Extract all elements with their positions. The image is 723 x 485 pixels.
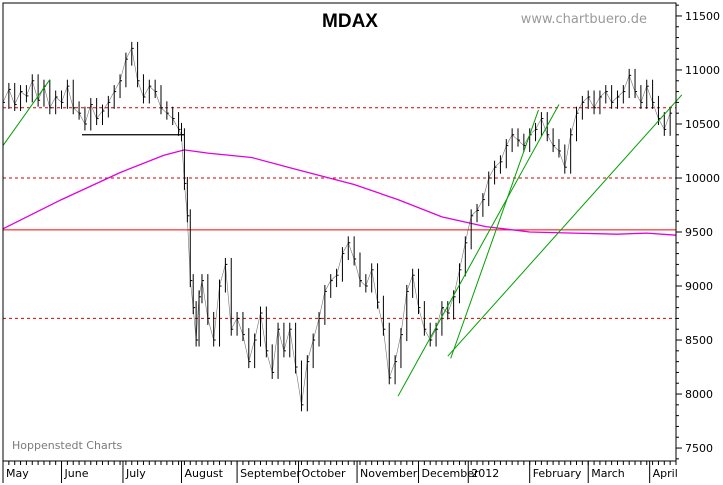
y-tick-label: 8500 bbox=[685, 334, 713, 347]
x-tick-label: May bbox=[6, 467, 29, 480]
y-tick-label: 8000 bbox=[685, 388, 713, 401]
x-tick-label: 2012 bbox=[471, 467, 499, 480]
y-tick-label: 7500 bbox=[685, 442, 713, 455]
y-tick-label: 10000 bbox=[685, 172, 720, 185]
x-tick-label: February bbox=[533, 467, 582, 480]
price-layer bbox=[2, 41, 673, 412]
trend-line-2 bbox=[450, 109, 539, 359]
plot-frame bbox=[2, 2, 677, 462]
x-tick-label: June bbox=[64, 467, 89, 480]
x-tick-label: November bbox=[360, 467, 418, 480]
moving-average-layer bbox=[2, 149, 677, 236]
x-tick-label: September bbox=[240, 467, 301, 480]
price-line bbox=[2, 47, 671, 405]
y-tick-label: 10500 bbox=[685, 118, 720, 131]
x-tick-label: April bbox=[653, 467, 678, 480]
chart-title: MDAX bbox=[322, 11, 378, 32]
source-label: Hoppenstedt Charts bbox=[12, 439, 123, 452]
y-tick-label: 9000 bbox=[685, 280, 713, 293]
x-tick-label: July bbox=[125, 467, 146, 480]
trend-line-1 bbox=[397, 104, 560, 397]
x-tick-label: December bbox=[422, 467, 480, 480]
horizontal-levels bbox=[3, 107, 676, 319]
watermark: www.chartbuero.de bbox=[521, 12, 647, 27]
y-tick-label: 11500 bbox=[685, 10, 720, 23]
trend-line-3 bbox=[447, 94, 683, 357]
y-tick-label: 11000 bbox=[685, 64, 720, 77]
x-tick-label: August bbox=[184, 467, 223, 480]
x-tick-label: October bbox=[302, 467, 346, 480]
x-tick-label: March bbox=[591, 467, 625, 480]
trend-line-0 bbox=[2, 79, 51, 146]
y-tick-label: 9500 bbox=[685, 226, 713, 239]
trend-lines-layer bbox=[2, 79, 683, 397]
moving-average-line bbox=[2, 149, 677, 236]
